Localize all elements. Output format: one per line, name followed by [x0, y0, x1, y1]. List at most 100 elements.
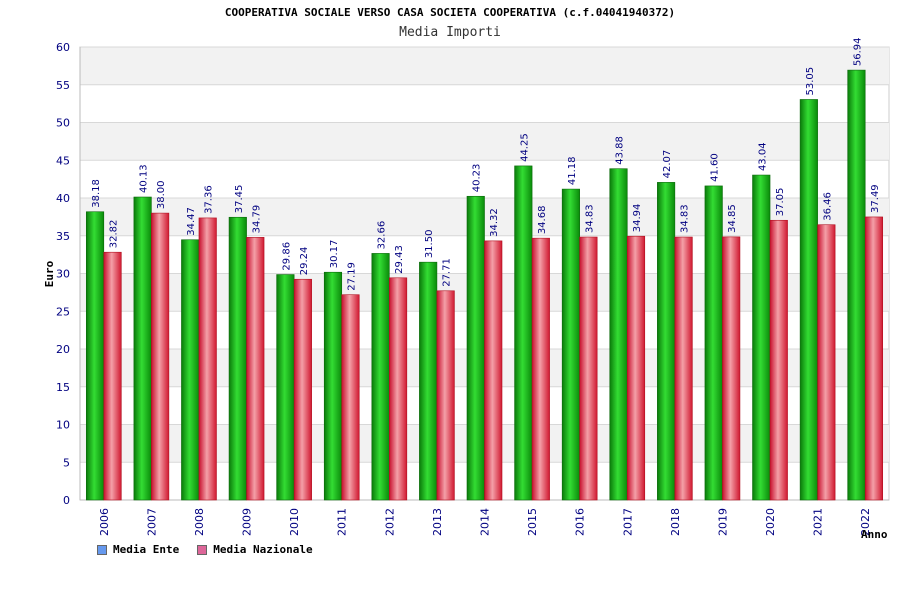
x-tick-label: 2022	[859, 508, 872, 536]
bar-media-ente-2016	[561, 188, 580, 501]
bar-media-nazionale-2014	[484, 240, 503, 501]
value-label: 34.94	[632, 204, 643, 233]
x-tick-label: 2011	[336, 508, 349, 536]
y-axis-ticks: 0 5 10 15 20 25 30 35 40 45 50 55 60	[56, 41, 70, 507]
bar-media-nazionale-2020	[769, 219, 788, 501]
bar-media-nazionale-2019	[722, 236, 741, 501]
y-tick-label: 0	[63, 494, 70, 507]
bar-media-ente-2014	[466, 195, 485, 501]
legend-label: Media Ente	[113, 543, 180, 556]
value-label: 40.13	[139, 164, 150, 193]
bar-media-nazionale-2021	[817, 224, 836, 501]
x-tick-label: 2010	[288, 508, 301, 536]
legend-item-media-nazionale: Media Nazionale	[197, 543, 313, 556]
bar-media-nazionale-2006	[103, 251, 122, 501]
bar-media-nazionale-2013	[436, 290, 455, 501]
value-label: 34.32	[489, 208, 500, 237]
value-label: 34.85	[727, 204, 738, 233]
chart-subtitle: Media Importi	[399, 25, 501, 40]
legend-swatch	[197, 544, 208, 555]
x-tick-label: 2021	[812, 508, 825, 536]
y-tick-label: 55	[56, 79, 70, 92]
y-tick-label: 15	[56, 381, 70, 394]
bar-media-ente-2021	[799, 99, 818, 501]
bar-media-nazionale-2016	[579, 236, 598, 501]
x-tick-label: 2016	[574, 508, 587, 536]
bar-media-ente-2017	[609, 168, 628, 501]
value-label: 31.50	[424, 230, 435, 259]
value-label: 53.05	[805, 67, 816, 96]
value-label: 44.25	[519, 133, 530, 162]
grid-band	[80, 122, 889, 161]
bar-media-nazionale-2017	[626, 235, 646, 501]
value-label: 43.04	[757, 142, 768, 171]
bar-media-ente-2022	[847, 69, 866, 501]
value-label: 38.18	[91, 179, 102, 208]
legend-item-media-ente: Media Ente	[97, 543, 179, 556]
x-tick-label: 2006	[98, 508, 111, 536]
x-tick-label: 2020	[764, 508, 777, 536]
value-label: 32.66	[377, 221, 388, 250]
y-tick-label: 25	[56, 305, 70, 318]
x-tick-label: 2015	[526, 508, 539, 536]
bar-media-ente-2012	[371, 253, 390, 501]
bar-media-nazionale-2015	[531, 237, 550, 501]
bars	[85, 69, 884, 501]
bar-media-ente-2009	[228, 216, 247, 501]
y-tick-label: 40	[56, 192, 70, 205]
bar-media-ente-2011	[323, 271, 343, 501]
value-label: 34.79	[251, 205, 262, 234]
x-axis-ticks: 2006 2007 2008 2009 2010 2011 2012 2013 2014 2015…	[98, 508, 872, 536]
value-label: 29.86	[281, 242, 292, 271]
x-tick-label: 2018	[669, 508, 682, 536]
legend-swatch	[97, 544, 107, 555]
bar-media-nazionale-2007	[151, 212, 170, 501]
value-label: 40.23	[472, 164, 483, 193]
y-tick-label: 50	[56, 117, 70, 130]
bar-media-ente-2008	[181, 239, 200, 501]
value-label: 32.82	[109, 220, 120, 249]
value-label: 27.19	[346, 262, 357, 291]
bar-media-ente-2013	[419, 261, 438, 501]
y-tick-label: 60	[56, 41, 70, 54]
grid-band	[80, 47, 889, 85]
x-tick-label: 2014	[479, 508, 492, 536]
value-label: 36.46	[822, 192, 833, 221]
chart-title: COOPERATIVA SOCIALE VERSO CASA SOCIETA C…	[224, 6, 676, 19]
bar-media-nazionale-2008	[198, 217, 217, 501]
y-tick-label: 10	[56, 419, 70, 432]
value-label: 34.83	[680, 204, 691, 233]
value-label: 37.36	[204, 185, 215, 214]
value-label: 37.45	[234, 185, 245, 214]
bar-media-nazionale-2009	[246, 237, 265, 501]
x-tick-label: 2013	[431, 508, 444, 536]
y-tick-label: 5	[63, 456, 70, 469]
value-label: 29.43	[394, 245, 405, 274]
value-label: 34.83	[584, 204, 595, 233]
value-label: 56.94	[852, 37, 863, 66]
value-label: 42.07	[662, 150, 673, 179]
legend: Media Ente Media Nazionale	[97, 543, 313, 556]
y-axis-label: Euro	[43, 260, 56, 287]
value-label: 30.17	[329, 240, 340, 269]
bar-media-nazionale-2010	[293, 278, 312, 501]
x-tick-label: 2007	[145, 508, 158, 536]
value-label: 34.68	[537, 206, 548, 235]
x-tick-label: 2008	[193, 508, 206, 536]
value-label: 37.05	[775, 188, 786, 217]
bar-media-ente-2006	[85, 211, 105, 501]
y-tick-label: 30	[56, 268, 70, 281]
x-tick-label: 2012	[383, 508, 396, 536]
y-tick-label: 20	[56, 343, 70, 356]
bar-media-ente-2007	[133, 196, 152, 501]
x-axis-label: Anno	[861, 528, 888, 541]
y-tick-label: 45	[56, 154, 70, 167]
legend-label: Media Nazionale	[213, 543, 313, 556]
x-tick-label: 2009	[241, 508, 254, 536]
bar-media-nazionale-2022	[864, 216, 884, 501]
value-label: 27.71	[442, 258, 453, 287]
value-label: 41.18	[567, 156, 578, 185]
value-labels: 38.18 32.82 40.13 38.00 34.47 37.36 37.45 34.79…	[91, 37, 881, 290]
bar-media-ente-2015	[514, 165, 533, 501]
